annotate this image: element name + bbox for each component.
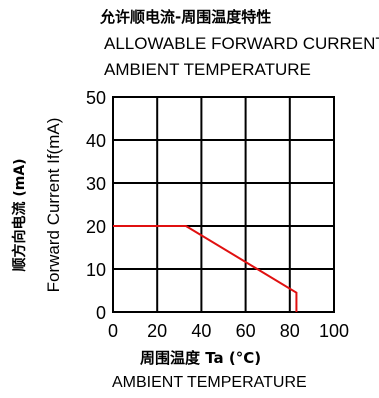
x-axis-label-cn: 周围温度 Ta (°C)	[140, 349, 262, 367]
x-tick-label: 100	[319, 321, 349, 341]
chart-title-cn: 允许顺电流-周围温度特性	[100, 8, 272, 26]
x-tick-label: 0	[108, 321, 118, 341]
x-axis-label-en: AMBIENT TEMPERATURE	[112, 374, 307, 391]
plot-frame	[112, 96, 335, 313]
series-line	[113, 225, 298, 312]
chart-title-en-line2: AMBIENT TEMPERATURE	[104, 60, 311, 79]
grid	[112, 96, 335, 313]
y-tick-label: 50	[86, 88, 106, 108]
x-tick-label: 80	[280, 321, 300, 341]
y-tick-label: 20	[86, 217, 106, 237]
series-layer	[113, 225, 298, 312]
y-tick-label: 0	[96, 303, 106, 323]
y-tick-labels: 0 10 20 30 40 50	[86, 88, 106, 323]
y-axis-label-cn: 顺方向电流 (mA)	[12, 158, 28, 272]
x-tick-label: 40	[191, 321, 211, 341]
x-tick-label: 60	[236, 321, 256, 341]
y-tick-label: 40	[86, 131, 106, 151]
y-tick-label: 10	[86, 260, 106, 280]
y-axis-label-en: Forward Current If(mA)	[44, 117, 63, 293]
chart-title-en-line1: ALLOWABLE FORWARD CURRENT	[104, 34, 379, 53]
x-tick-label: 20	[147, 321, 167, 341]
x-tick-labels: 0 20 40 60 80 100	[108, 321, 349, 341]
y-tick-label: 30	[86, 174, 106, 194]
